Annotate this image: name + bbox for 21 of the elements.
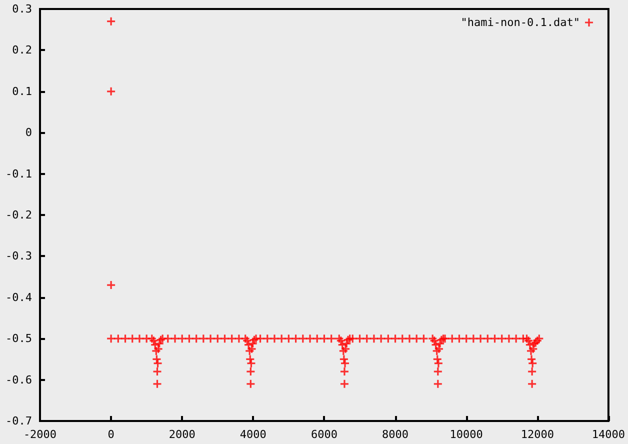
y-tick-label: 0 xyxy=(25,126,32,140)
legend-label: "hami-non-0.1.dat" xyxy=(460,16,580,29)
x-tick-label: 0 xyxy=(108,428,114,441)
x-tick-label: 14000 xyxy=(592,428,626,441)
x-tick-label: -2000 xyxy=(23,428,57,441)
y-tick-label: -0.7 xyxy=(6,414,32,428)
y-tick-label: -0.6 xyxy=(6,373,32,386)
x-tick-label: 6000 xyxy=(310,428,338,441)
x-tick-label: 8000 xyxy=(382,428,409,441)
y-tick-label: -0.4 xyxy=(6,290,32,304)
x-tick-label: 10000 xyxy=(450,428,483,441)
y-tick-label: -0.3 xyxy=(6,250,32,263)
y-tick-label: 0.2 xyxy=(12,44,32,57)
y-tick-label: -0.5 xyxy=(6,332,32,346)
x-tick-label: 12000 xyxy=(520,428,554,441)
y-tick-label: -0.2 xyxy=(6,208,32,222)
y-tick-label: 0.3 xyxy=(12,2,32,16)
x-tick-label: 2000 xyxy=(168,428,196,441)
y-tick-label: 0.1 xyxy=(12,84,32,98)
x-tick-label: 4000 xyxy=(240,428,266,441)
y-tick-label: -0.1 xyxy=(6,167,32,180)
